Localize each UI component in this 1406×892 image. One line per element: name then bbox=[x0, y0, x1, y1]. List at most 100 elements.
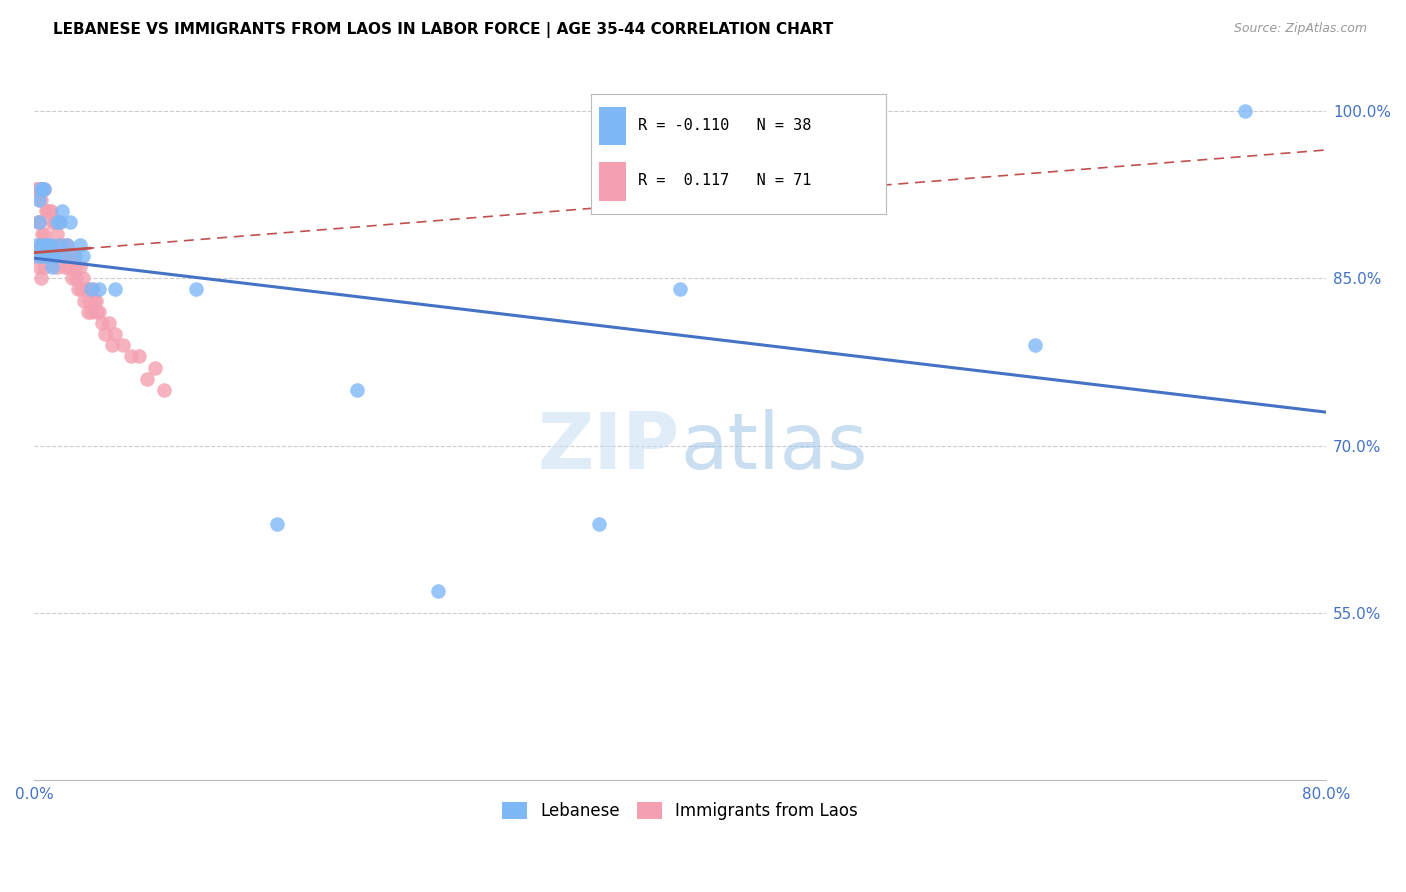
Bar bbox=[599, 107, 626, 145]
Point bbox=[65, 271, 87, 285]
Text: R = -0.110   N = 38: R = -0.110 N = 38 bbox=[638, 118, 811, 133]
Point bbox=[49, 237, 72, 252]
Text: Source: ZipAtlas.com: Source: ZipAtlas.com bbox=[1233, 22, 1367, 36]
Point bbox=[28, 260, 51, 274]
Point bbox=[41, 260, 63, 274]
Point bbox=[266, 516, 288, 531]
Point bbox=[55, 237, 77, 252]
Point bbox=[46, 215, 69, 229]
Point bbox=[91, 316, 114, 330]
Bar bbox=[599, 162, 626, 201]
Point bbox=[136, 372, 159, 386]
Point bbox=[128, 350, 150, 364]
Point bbox=[72, 271, 94, 285]
Point bbox=[27, 182, 49, 196]
Point bbox=[34, 237, 56, 252]
Point bbox=[55, 237, 77, 252]
Point bbox=[48, 237, 70, 252]
Point bbox=[39, 204, 62, 219]
Point bbox=[34, 249, 56, 263]
Point bbox=[104, 326, 127, 341]
Point bbox=[32, 227, 55, 241]
Point bbox=[588, 516, 610, 531]
Point bbox=[59, 215, 82, 229]
Point bbox=[44, 249, 66, 263]
Point bbox=[69, 237, 91, 252]
Point bbox=[27, 249, 49, 263]
Point bbox=[101, 338, 124, 352]
Point bbox=[38, 249, 60, 263]
Point bbox=[427, 583, 450, 598]
Point bbox=[1234, 103, 1257, 118]
Point bbox=[42, 249, 65, 263]
Point bbox=[30, 182, 52, 196]
Point bbox=[30, 237, 52, 252]
Point bbox=[83, 293, 105, 308]
Point bbox=[669, 282, 692, 296]
Point bbox=[69, 260, 91, 274]
Point bbox=[34, 237, 56, 252]
Point bbox=[66, 282, 89, 296]
Point bbox=[44, 249, 66, 263]
Point bbox=[46, 227, 69, 241]
Point bbox=[25, 237, 48, 252]
Point bbox=[30, 237, 52, 252]
Point bbox=[60, 271, 83, 285]
Point bbox=[80, 282, 103, 296]
Point bbox=[52, 237, 75, 252]
Point bbox=[30, 193, 52, 207]
Point bbox=[39, 237, 62, 252]
Point bbox=[46, 260, 69, 274]
Point bbox=[87, 282, 110, 296]
Point bbox=[49, 215, 72, 229]
Point bbox=[25, 182, 48, 196]
Point bbox=[31, 182, 53, 196]
Point bbox=[152, 383, 174, 397]
Point bbox=[48, 215, 70, 229]
Point bbox=[73, 293, 96, 308]
Point bbox=[53, 260, 76, 274]
Point bbox=[31, 249, 53, 263]
Point bbox=[31, 227, 53, 241]
Point bbox=[51, 249, 73, 263]
Point bbox=[86, 304, 108, 318]
Point bbox=[80, 304, 103, 318]
Point bbox=[70, 282, 93, 296]
Text: LEBANESE VS IMMIGRANTS FROM LAOS IN LABOR FORCE | AGE 35-44 CORRELATION CHART: LEBANESE VS IMMIGRANTS FROM LAOS IN LABO… bbox=[53, 22, 834, 38]
Point bbox=[42, 249, 65, 263]
Point bbox=[44, 215, 66, 229]
Point bbox=[94, 326, 117, 341]
Legend: Lebanese, Immigrants from Laos: Lebanese, Immigrants from Laos bbox=[496, 795, 865, 826]
Point bbox=[1024, 338, 1046, 352]
Point bbox=[34, 204, 56, 219]
Point bbox=[75, 282, 97, 296]
Point bbox=[346, 383, 368, 397]
Point bbox=[97, 316, 120, 330]
Point bbox=[58, 260, 80, 274]
Point bbox=[38, 204, 60, 219]
Point bbox=[112, 338, 135, 352]
Point bbox=[27, 215, 49, 229]
Point bbox=[59, 249, 82, 263]
Point bbox=[82, 282, 104, 296]
Point bbox=[38, 237, 60, 252]
Point bbox=[28, 182, 51, 196]
Point bbox=[28, 215, 51, 229]
Point bbox=[87, 304, 110, 318]
Point bbox=[42, 215, 65, 229]
Point bbox=[28, 193, 51, 207]
Point bbox=[72, 249, 94, 263]
Point bbox=[27, 249, 49, 263]
Point bbox=[25, 249, 48, 263]
Point bbox=[30, 271, 52, 285]
Point bbox=[32, 182, 55, 196]
Point bbox=[37, 204, 59, 219]
Point bbox=[32, 182, 55, 196]
Text: atlas: atlas bbox=[681, 409, 868, 484]
Text: R =  0.117   N = 71: R = 0.117 N = 71 bbox=[638, 173, 811, 188]
Text: ZIP: ZIP bbox=[538, 409, 681, 484]
Point bbox=[120, 350, 142, 364]
Point bbox=[39, 237, 62, 252]
Point bbox=[51, 204, 73, 219]
Point bbox=[104, 282, 127, 296]
